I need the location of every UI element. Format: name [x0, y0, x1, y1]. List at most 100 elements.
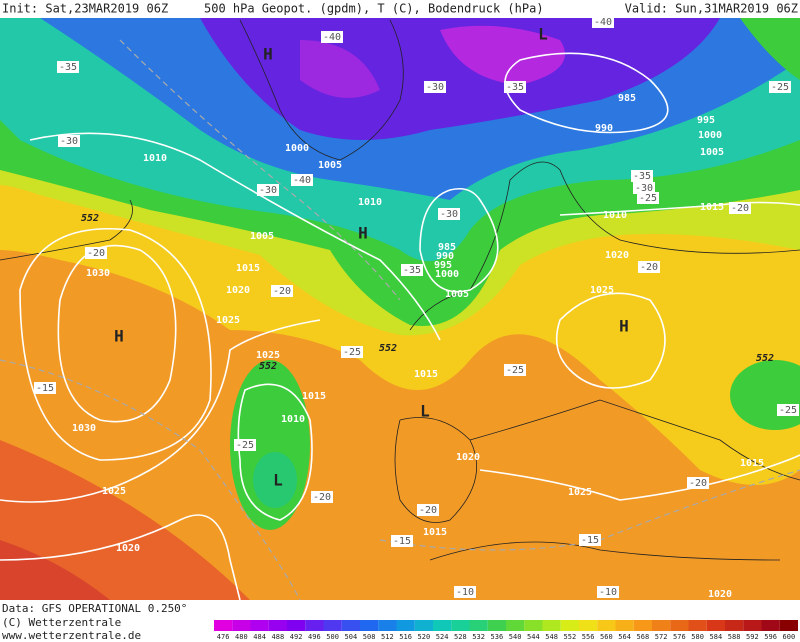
temperature-box: [291, 174, 313, 186]
temperature-label: -25: [639, 193, 657, 204]
temperature-box: [311, 491, 333, 503]
isotherm: [0, 359, 301, 601]
temperature-label: -30: [60, 136, 78, 147]
coastline: [429, 541, 781, 561]
colorbar-swatch: [633, 620, 652, 631]
isobar: [0, 319, 321, 503]
isobar-label: 995: [434, 260, 452, 271]
temperature-label: -15: [581, 535, 599, 546]
field-green: [740, 18, 800, 80]
isobar-label: 1005: [250, 231, 274, 242]
colorbar-tick-label: 540: [509, 633, 522, 641]
coastline: [0, 199, 133, 261]
temperature-box: [769, 81, 791, 93]
colorbar-tick-label: 576: [673, 633, 686, 641]
colorbar-tick-label: 476: [217, 633, 230, 641]
colorbar-swatch: [305, 620, 324, 631]
temperature-box: [57, 61, 79, 73]
isobar: [555, 292, 666, 389]
isobar: [504, 52, 669, 134]
temperature-box: [687, 477, 709, 489]
isobar-label: 1000: [285, 143, 309, 154]
temperature-box: [637, 192, 659, 204]
isobar-label: 985: [618, 93, 636, 104]
colorbar-swatch: [232, 620, 251, 631]
coastline: [239, 19, 404, 161]
isobar-label: 1015: [740, 458, 764, 469]
temperature-label: -30: [259, 185, 277, 196]
low-pressure: L: [420, 402, 430, 421]
colorbar-swatch: [506, 620, 525, 631]
isobar: [19, 228, 212, 461]
isobar-label: 990: [595, 123, 613, 134]
temperature-box: [504, 364, 526, 376]
colorbar-swatch: [688, 620, 707, 631]
colorbar-tick-label: 504: [345, 633, 358, 641]
temperature-label: -20: [689, 478, 707, 489]
isobar-label: 1010: [603, 210, 627, 221]
isobar-label: 1020: [226, 285, 250, 296]
isobar-label: 1005: [318, 160, 342, 171]
temperature-label: -40: [293, 175, 311, 186]
isobar-label: 1015: [236, 263, 260, 274]
colorbar-swatch: [725, 620, 744, 631]
temperature-label: -20: [273, 286, 291, 297]
colorbar-tick-label: 488: [272, 633, 285, 641]
colorbar-swatch: [360, 620, 379, 631]
temperature-box: [58, 135, 80, 147]
isobar-label: 1020: [456, 452, 480, 463]
temperature-box: [633, 182, 655, 194]
isobar-label: 1015: [423, 527, 447, 538]
temperature-label: -25: [506, 365, 524, 376]
isobar-label: 1000: [435, 269, 459, 280]
colorbar-tick-label: 564: [618, 633, 631, 641]
temperature-box: [777, 404, 799, 416]
temperature-label: -30: [635, 183, 653, 194]
colorbar-tick-label: 584: [710, 633, 723, 641]
temperature-label: -35: [59, 62, 77, 73]
temperature-box: [417, 504, 439, 516]
coastline: [394, 417, 477, 523]
temperature-box: [271, 285, 293, 297]
colorbar-swatch: [451, 620, 470, 631]
colorbar: 476 480 484 488 492 496 500 504 508 512 516 520 524 5…: [214, 620, 798, 641]
colorbar-tick-label: 580: [691, 633, 704, 641]
temperature-label: -40: [594, 17, 612, 28]
colorbar-tick-label: 560: [600, 633, 613, 641]
field-magenta: [300, 40, 380, 98]
temperature-label: -15: [36, 383, 54, 394]
isobar-label: 1005: [700, 147, 724, 158]
colorbar-swatch: [524, 620, 543, 631]
colorbar-tick-label: 500: [326, 633, 339, 641]
temperature-label: -20: [419, 505, 437, 516]
isobars: [0, 39, 800, 601]
isobar-label: 1030: [86, 268, 110, 279]
field-red: [0, 440, 250, 600]
colorbar-swatch: [670, 620, 689, 631]
isobar-label: 1010: [358, 197, 382, 208]
coastline: [469, 399, 800, 481]
colorbar-swatch: [579, 620, 598, 631]
colorbar-tick-label: 480: [235, 633, 248, 641]
temperature-box: [579, 534, 601, 546]
temperature-label: -20: [313, 492, 331, 503]
footer-url: www.wetterzentrale.de: [2, 629, 141, 642]
temperature-label: -35: [403, 265, 421, 276]
labels: 1010100010051010100598599099510001005101…: [34, 16, 799, 600]
colorbar-tick-label: 536: [491, 633, 504, 641]
colorbar-swatch: [268, 620, 287, 631]
geopotential-label: 552: [259, 361, 277, 372]
high-pressure: H: [619, 317, 629, 336]
colorbar-swatch: [341, 620, 360, 631]
colorbar-tick-label: 492: [290, 633, 303, 641]
temperature-box: [729, 202, 751, 214]
isobar-label: 1005: [445, 289, 469, 300]
colorbar-swatch: [378, 620, 397, 631]
colorbar-tick-label: 512: [381, 633, 394, 641]
temperature-label: -20: [87, 248, 105, 259]
isobar-label: 1025: [568, 487, 592, 498]
temperature-label: -35: [633, 171, 651, 182]
colorbar-swatch: [469, 620, 488, 631]
high-pressure: H: [358, 224, 368, 243]
